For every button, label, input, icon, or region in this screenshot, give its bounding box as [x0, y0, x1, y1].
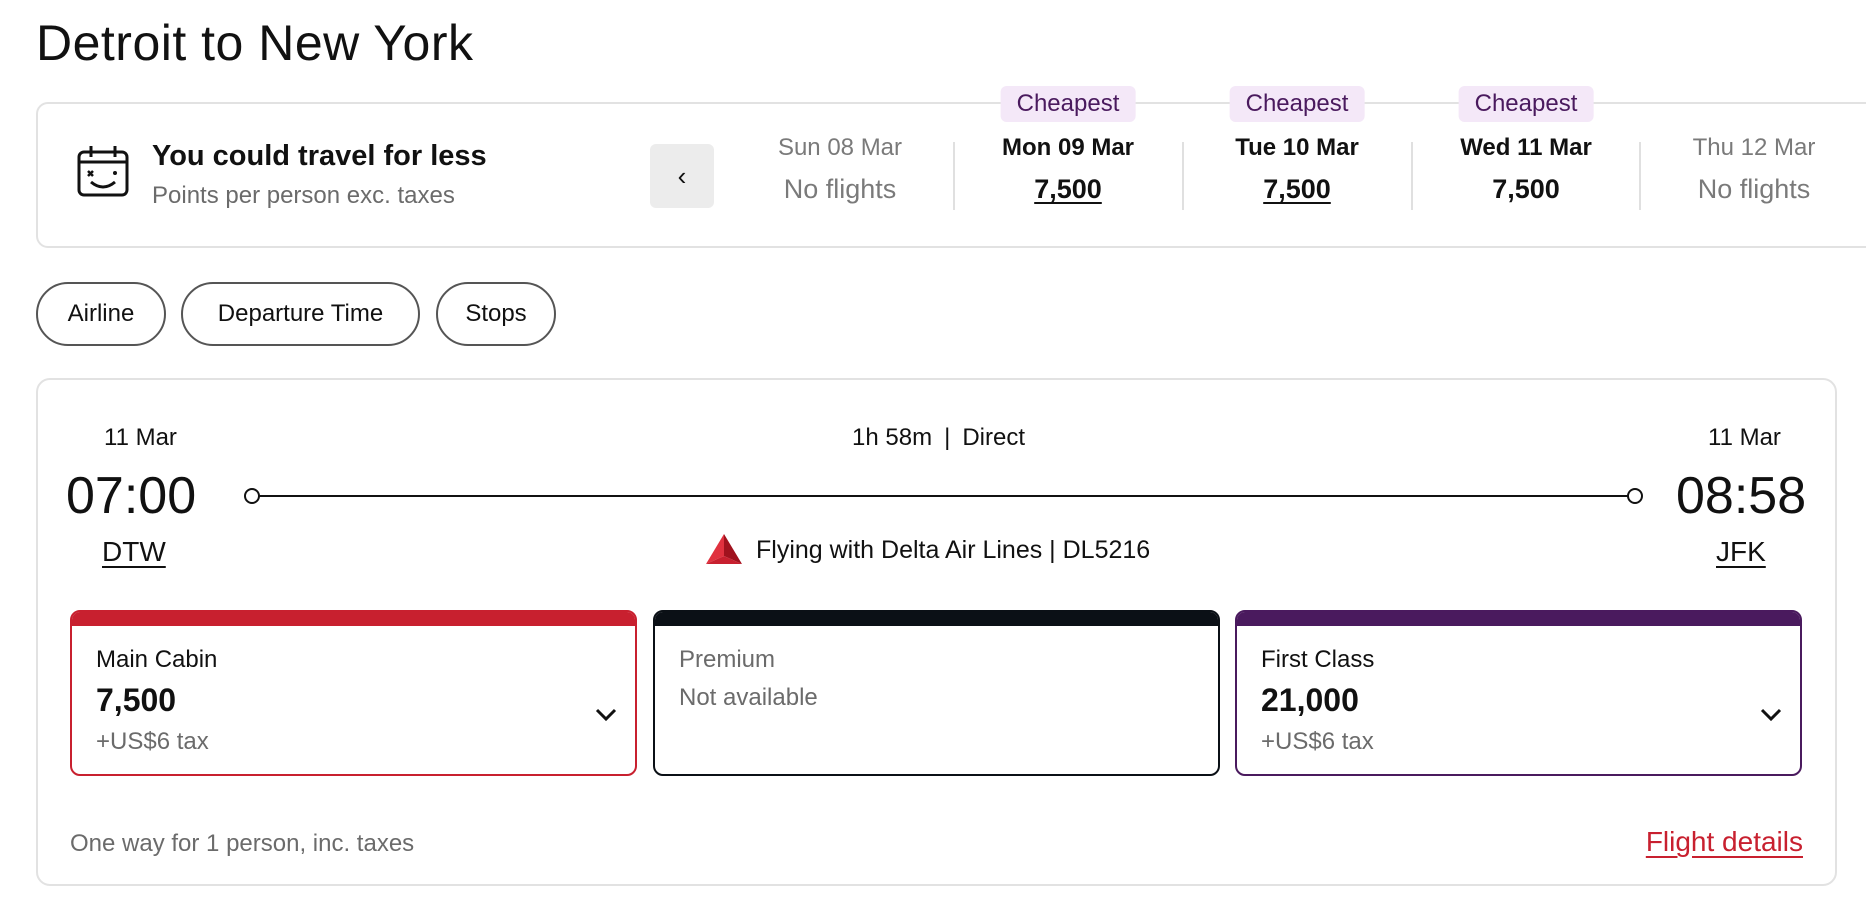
flight-stops: Direct	[962, 424, 1025, 451]
date-divider	[953, 142, 955, 210]
page-title: Detroit to New York	[36, 15, 474, 71]
route-line	[252, 495, 1633, 497]
date-label: Wed 11 Mar	[1460, 134, 1592, 161]
fare-footnote: One way for 1 person, inc. taxes	[70, 830, 415, 857]
route-destination-dot	[1627, 488, 1643, 504]
cheapest-badge: Cheapest	[1229, 86, 1365, 122]
flight-result-card: 11 Mar 07:00 DTW 1h 58m | Direct 11 Mar 08…	[36, 378, 1837, 886]
fare-name: Premium	[679, 646, 776, 673]
chevron-down-icon[interactable]	[595, 708, 617, 722]
arrival-time: 08:58	[1676, 467, 1807, 525]
fare-name: First Class	[1261, 646, 1375, 673]
cheapest-badge: Cheapest	[1458, 86, 1594, 122]
date-option-mon-09[interactable]: Cheapest Mon 09 Mar 7,500	[954, 86, 1182, 250]
fare-premium: Premium Not available	[653, 610, 1220, 776]
flight-duration: 1h 58m	[852, 424, 933, 451]
date-price-link[interactable]: 7,500	[1034, 174, 1102, 204]
date-option-thu-12: Thu 12 Mar No flights	[1640, 104, 1866, 250]
arrival-date: 11 Mar	[1708, 424, 1781, 451]
date-label: Tue 10 Mar	[1235, 134, 1359, 161]
fare-tax: +US$6 tax	[96, 728, 209, 755]
chevron-left-icon: ‹	[677, 160, 687, 191]
arrival-airport-link[interactable]: JFK	[1716, 536, 1766, 567]
promo-subtitle: Points per person exc. taxes	[152, 182, 455, 209]
date-label: Thu 12 Mar	[1692, 134, 1816, 161]
departure-time: 07:00	[66, 467, 197, 525]
date-price: No flights	[1697, 174, 1811, 204]
date-price: No flights	[783, 174, 897, 204]
operating-airline: Flying with Delta Air Lines | DL5216	[704, 532, 1150, 568]
calendar-smile-icon	[77, 146, 129, 197]
separator: |	[944, 424, 951, 451]
fare-name: Main Cabin	[96, 646, 218, 673]
filter-stops-button[interactable]: Stops	[436, 282, 556, 346]
departure-airport-link[interactable]: DTW	[102, 536, 166, 567]
chevron-down-icon[interactable]	[1760, 708, 1782, 722]
date-option-sun-08: Sun 08 Mar No flights	[726, 104, 954, 250]
delta-logo-icon	[706, 534, 742, 564]
promo-title: You could travel for less	[152, 140, 487, 172]
fare-status: Not available	[679, 684, 818, 711]
filter-departure-time-button[interactable]: Departure Time	[181, 282, 420, 346]
fare-color-bar	[1237, 612, 1800, 626]
date-divider	[1639, 142, 1641, 210]
date-option-tue-10[interactable]: Cheapest Tue 10 Mar 7,500	[1183, 86, 1411, 250]
date-label: Sun 08 Mar	[777, 134, 903, 161]
fare-tax: +US$6 tax	[1261, 728, 1374, 755]
fare-color-bar	[72, 612, 635, 626]
fare-main-cabin[interactable]: Main Cabin 7,500 +US$6 tax	[70, 610, 637, 776]
date-price: 7,500	[1492, 174, 1560, 204]
previous-dates-button[interactable]: ‹	[650, 144, 714, 208]
date-label: Mon 09 Mar	[1001, 134, 1135, 161]
date-option-wed-11-selected: Cheapest Wed 11 Mar 7,500	[1412, 86, 1640, 250]
route-summary: 1h 58m | Direct	[38, 424, 1839, 452]
date-divider	[1182, 142, 1184, 210]
fare-price: 7,500	[96, 682, 177, 718]
flexible-dates-panel: You could travel for less Points per per…	[36, 86, 1866, 250]
flight-details-link[interactable]: Flight details	[1645, 826, 1803, 857]
cheapest-badge: Cheapest	[1000, 86, 1136, 122]
fare-first-class[interactable]: First Class 21,000 +US$6 tax	[1235, 610, 1802, 776]
filter-airline-button[interactable]: Airline	[36, 282, 166, 346]
departure-date: 11 Mar	[104, 424, 177, 451]
date-price-link[interactable]: 7,500	[1263, 174, 1331, 204]
date-divider	[1411, 142, 1413, 210]
fare-price: 21,000	[1261, 682, 1359, 718]
fare-color-bar	[655, 612, 1218, 626]
operator-text: Flying with Delta Air Lines | DL5216	[756, 535, 1151, 564]
route-origin-dot	[244, 488, 260, 504]
